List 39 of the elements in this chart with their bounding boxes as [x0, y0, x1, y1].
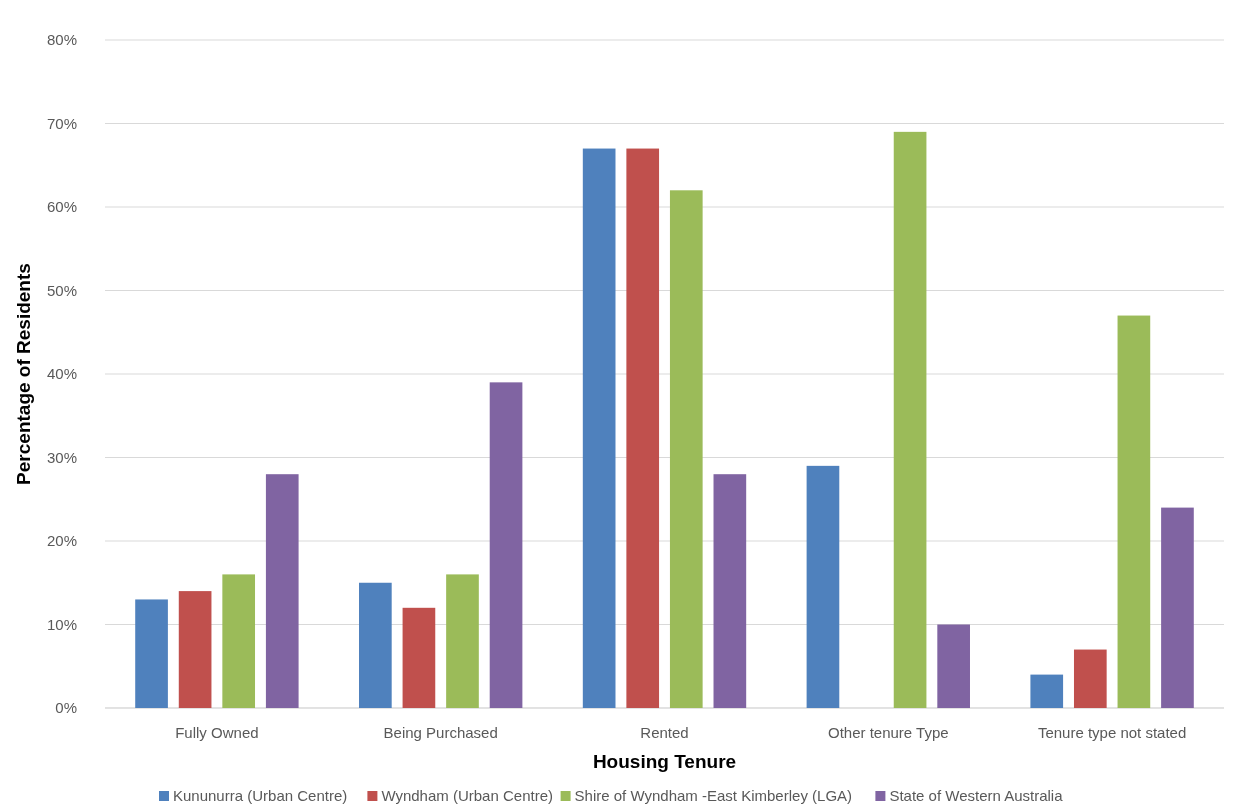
- legend-label: Shire of Wyndham -East Kimberley (LGA): [574, 787, 853, 804]
- bar: [669, 190, 703, 708]
- x-tick-label: Fully Owned: [175, 724, 259, 741]
- bar: [806, 465, 840, 708]
- y-tick-label: 0%: [55, 699, 77, 717]
- bar: [265, 474, 299, 708]
- y-tick-label: 20%: [46, 532, 77, 550]
- bar: [582, 148, 616, 708]
- bar: [222, 574, 256, 708]
- bar: [402, 607, 436, 708]
- bar: [1161, 507, 1194, 708]
- bar: [893, 131, 927, 708]
- bar: [713, 474, 747, 708]
- y-tick-label: 10%: [46, 615, 77, 633]
- y-tick-label: 80%: [46, 31, 77, 49]
- legend-label: State of Western Australia: [889, 787, 1064, 804]
- bar: [359, 582, 392, 708]
- y-tick-label: 50%: [46, 281, 77, 299]
- x-tick-label: Tenure type not stated: [1037, 724, 1187, 741]
- legend-label: Kununurra (Urban Centre): [173, 787, 348, 804]
- bar: [446, 574, 479, 708]
- x-tick-label: Being Purchased: [383, 724, 498, 741]
- bar: [626, 148, 660, 708]
- legend-label: Wyndham (Urban Centre): [381, 787, 553, 804]
- x-tick-label: Rented: [640, 724, 689, 741]
- y-axis-title: Percentage of Residents: [13, 263, 34, 485]
- bar: [178, 591, 212, 708]
- x-axis-title: Housing Tenure: [592, 751, 737, 772]
- bar: [1117, 315, 1151, 708]
- bar: [1030, 674, 1064, 708]
- y-tick-label: 40%: [46, 365, 77, 383]
- bar: [937, 624, 970, 708]
- bar: [489, 382, 523, 708]
- y-tick-label: 30%: [46, 448, 77, 466]
- bar: [1073, 649, 1107, 708]
- bar: [135, 599, 168, 708]
- y-tick-label: 70%: [46, 114, 77, 132]
- x-tick-label: Other tenure Type: [827, 724, 949, 741]
- y-tick-label: 60%: [46, 198, 77, 216]
